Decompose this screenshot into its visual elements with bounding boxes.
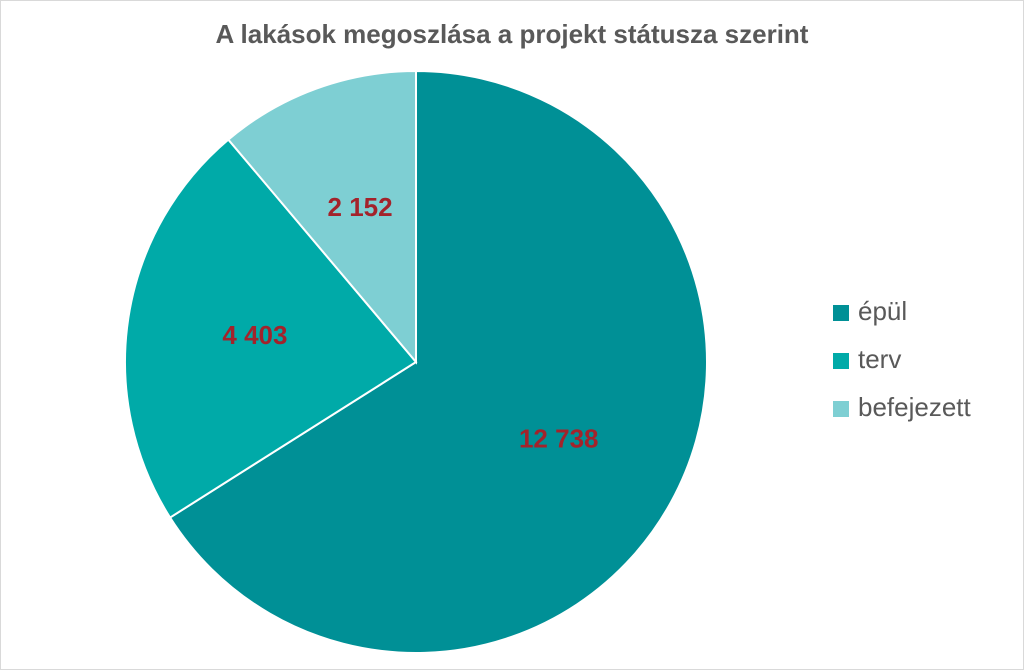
data-label: 12 738 [519,423,599,453]
data-label: 2 152 [328,192,393,222]
data-label: 4 403 [222,320,287,350]
chart-title: A lakások megoszlása a projekt státusza … [216,19,809,49]
legend-label: befejezett [858,392,972,422]
legend-swatch [833,401,849,417]
pie-slice [168,69,708,654]
legend-label: épül [858,296,907,326]
pie-slice [226,69,417,365]
legend-label: terv [858,344,901,374]
pie-slice [124,138,418,519]
legend-swatch [833,305,849,321]
legend-swatch [833,353,849,369]
